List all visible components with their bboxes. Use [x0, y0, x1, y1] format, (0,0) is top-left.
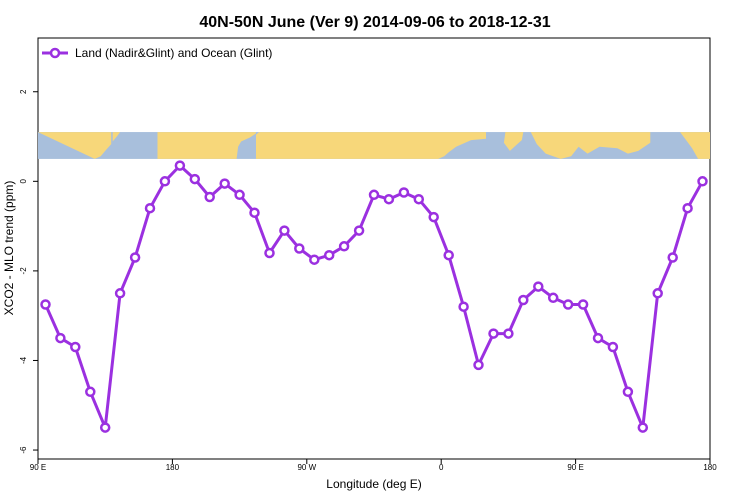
land-region-6 — [530, 132, 651, 159]
x-tick-label-1: 90 E — [30, 463, 46, 472]
land-region-4 — [256, 132, 486, 159]
land-region-7 — [680, 132, 710, 159]
land-region-1 — [38, 132, 112, 159]
data-point-5 — [99, 422, 111, 433]
data-point-38 — [592, 332, 604, 344]
data-point-32 — [503, 328, 514, 339]
data-point-25 — [398, 187, 410, 198]
data-point-16 — [264, 247, 275, 259]
y-tick-label-4: -4 — [19, 356, 28, 364]
x-axis: 90 E 180 90 W 0 90 E 180 — [30, 459, 717, 472]
legend-marker — [49, 47, 61, 59]
data-point-18 — [294, 243, 305, 254]
data-point-34 — [533, 281, 544, 292]
data-point-3 — [70, 341, 81, 353]
data-point-29 — [458, 301, 469, 312]
data-point-1 — [40, 299, 51, 310]
data-point-37 — [577, 299, 589, 310]
data-point-20 — [323, 249, 335, 261]
data-point-30 — [473, 359, 484, 371]
data-point-35 — [547, 292, 559, 304]
data-point-10 — [174, 160, 186, 171]
land-region-5 — [503, 132, 524, 151]
data-point-39 — [607, 341, 619, 353]
series-layer — [40, 160, 708, 433]
data-point-2 — [55, 332, 66, 344]
series-line-1 — [44, 164, 704, 430]
data-point-7 — [129, 252, 141, 263]
data-point-45 — [697, 176, 708, 187]
x-tick-label-2: 180 — [166, 463, 180, 472]
data-point-6 — [114, 288, 126, 299]
x-tick-label-6: 180 — [703, 463, 717, 472]
y-tick-label-3: -2 — [19, 267, 28, 275]
data-point-11 — [189, 173, 201, 185]
data-point-14 — [234, 189, 245, 201]
data-point-17 — [279, 225, 290, 236]
plot-frame — [37, 37, 711, 460]
data-point-21 — [338, 241, 350, 252]
data-point-31 — [488, 328, 499, 339]
data-point-24 — [383, 193, 395, 205]
data-point-12 — [204, 191, 215, 203]
data-point-36 — [562, 299, 574, 310]
data-point-15 — [249, 207, 260, 218]
land-region-3 — [157, 132, 256, 159]
data-point-42 — [652, 288, 663, 299]
y-axis: 2 0 -2 -4 -6 — [19, 89, 38, 454]
data-point-27 — [428, 211, 439, 223]
x-tick-label-4: 0 — [439, 463, 444, 472]
data-point-4 — [85, 386, 96, 398]
data-point-28 — [443, 249, 454, 261]
data-point-19 — [309, 254, 320, 265]
chart-title: 40N-50N June (Ver 9) 2014-09-06 to 2018-… — [199, 14, 550, 31]
y-tick-label-5: -6 — [19, 446, 28, 454]
x-tick-label-5: 90 E — [567, 463, 583, 472]
data-point-9 — [159, 176, 171, 187]
data-point-13 — [219, 178, 230, 189]
world-map-strip — [38, 132, 710, 159]
data-point-40 — [622, 386, 634, 398]
y-axis-label: XCO2 - MLO trend (ppm) — [2, 181, 16, 316]
data-point-33 — [518, 294, 529, 306]
y-tick-label-1: 2 — [19, 89, 28, 94]
legend-label: Land (Nadir&Glint) and Ocean (Glint) — [75, 46, 272, 60]
legend: Land (Nadir&Glint) and Ocean (Glint) — [42, 46, 272, 60]
y-tick-label-2: 0 — [19, 179, 28, 184]
data-point-41 — [637, 422, 649, 433]
data-point-43 — [667, 252, 678, 263]
x-axis-label: Longitude (deg E) — [326, 477, 421, 491]
data-point-23 — [368, 189, 380, 201]
land-region-2 — [112, 132, 121, 142]
x-tick-label-3: 90 W — [297, 463, 316, 472]
data-point-22 — [353, 225, 365, 236]
data-point-8 — [144, 202, 156, 214]
data-point-26 — [413, 193, 425, 205]
data-point-44 — [682, 202, 693, 214]
